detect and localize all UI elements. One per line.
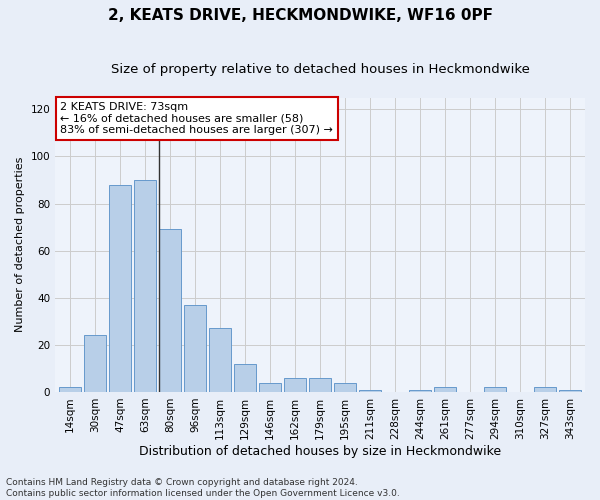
- Title: Size of property relative to detached houses in Heckmondwike: Size of property relative to detached ho…: [110, 62, 530, 76]
- Bar: [259, 382, 281, 392]
- Bar: [409, 390, 431, 392]
- Bar: [59, 387, 82, 392]
- Bar: [309, 378, 331, 392]
- Bar: [134, 180, 157, 392]
- Bar: [434, 387, 456, 392]
- Bar: [534, 387, 556, 392]
- X-axis label: Distribution of detached houses by size in Heckmondwike: Distribution of detached houses by size …: [139, 444, 501, 458]
- Y-axis label: Number of detached properties: Number of detached properties: [15, 157, 25, 332]
- Bar: [159, 230, 181, 392]
- Bar: [184, 305, 206, 392]
- Bar: [359, 390, 382, 392]
- Bar: [334, 382, 356, 392]
- Text: 2 KEATS DRIVE: 73sqm
← 16% of detached houses are smaller (58)
83% of semi-detac: 2 KEATS DRIVE: 73sqm ← 16% of detached h…: [61, 102, 334, 135]
- Bar: [209, 328, 232, 392]
- Text: 2, KEATS DRIVE, HECKMONDWIKE, WF16 0PF: 2, KEATS DRIVE, HECKMONDWIKE, WF16 0PF: [107, 8, 493, 22]
- Bar: [284, 378, 307, 392]
- Bar: [109, 184, 131, 392]
- Bar: [559, 390, 581, 392]
- Text: Contains HM Land Registry data © Crown copyright and database right 2024.
Contai: Contains HM Land Registry data © Crown c…: [6, 478, 400, 498]
- Bar: [234, 364, 256, 392]
- Bar: [484, 387, 506, 392]
- Bar: [84, 336, 106, 392]
